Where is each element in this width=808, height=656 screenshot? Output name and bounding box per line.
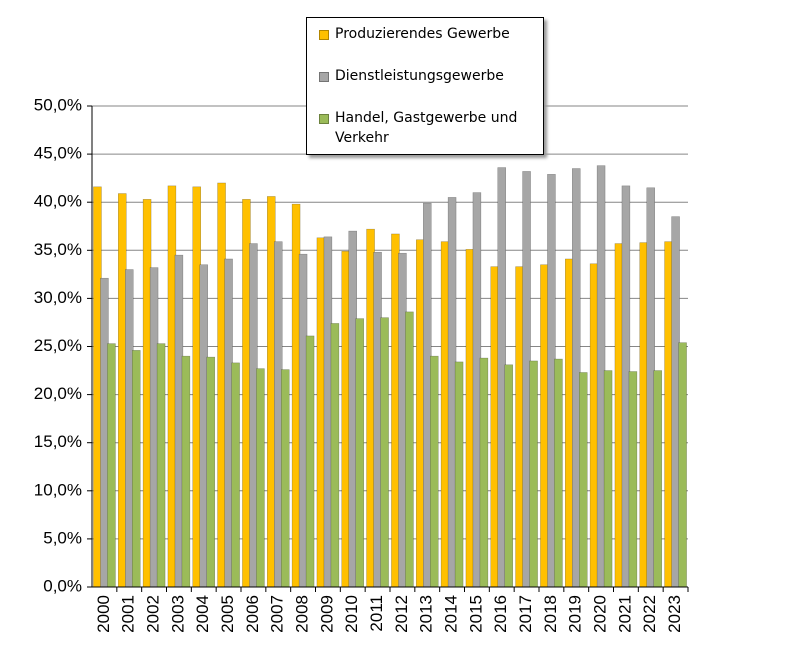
bar	[156, 343, 166, 588]
y-tick-label: 20,0%	[34, 384, 82, 403]
bar	[628, 371, 638, 588]
bar	[107, 343, 116, 588]
legend-swatch	[319, 30, 329, 40]
x-tick-label: 2005	[218, 595, 237, 633]
x-tick-label: 2021	[615, 595, 634, 633]
x-tick-label: 2016	[491, 595, 510, 633]
y-tick-label: 15,0%	[34, 432, 82, 451]
x-tick-label: 2010	[342, 595, 361, 633]
bar	[181, 355, 191, 588]
bar	[405, 311, 414, 588]
legend-label: Dienstleistungsgewerbe	[335, 68, 504, 84]
x-tick-label: 2009	[317, 595, 336, 633]
bar	[554, 358, 563, 588]
bar	[206, 356, 215, 588]
legend: Produzierendes Gewerbe Dienstleistungsgew…	[306, 17, 544, 155]
x-tick-label: 2017	[516, 595, 535, 633]
x-tick-label: 2003	[168, 595, 187, 633]
legend-label: Handel, Gastgewerbe und Verkehr	[335, 110, 518, 146]
x-tick-label: 2007	[268, 595, 287, 633]
bar	[678, 342, 687, 588]
x-tick-label: 2012	[392, 595, 411, 633]
legend-swatch	[319, 114, 329, 124]
bar	[256, 368, 265, 588]
bar	[355, 318, 364, 588]
bar	[330, 323, 340, 588]
x-tick-label: 2019	[566, 595, 585, 633]
y-tick-label: 40,0%	[34, 192, 82, 211]
x-tick-label: 2022	[640, 595, 659, 633]
y-tick-label: 5,0%	[43, 528, 82, 547]
bar	[504, 364, 513, 588]
y-tick-label: 25,0%	[34, 336, 82, 355]
legend-item: Handel, Gastgewerbe und Verkehr	[319, 108, 533, 148]
legend-swatch	[319, 72, 329, 82]
legend-item: Produzierendes Gewerbe	[319, 24, 533, 44]
x-tick-label: 2000	[94, 595, 113, 633]
x-tick-label: 2018	[541, 595, 560, 633]
bar	[305, 335, 315, 588]
bar	[430, 355, 439, 588]
x-tick-label: 2014	[442, 595, 461, 633]
legend-item: Dienstleistungsgewerbe	[319, 66, 533, 86]
bar	[579, 372, 588, 588]
x-tick-label: 2015	[466, 595, 485, 633]
bar	[529, 360, 538, 588]
bar	[653, 370, 662, 588]
bar	[281, 369, 290, 588]
y-tick-label: 45,0%	[34, 144, 82, 163]
y-tick-label: 50,0%	[34, 95, 82, 114]
x-tick-label: 2002	[144, 595, 163, 633]
legend-label: Produzierendes Gewerbe	[335, 26, 510, 42]
y-tick-label: 30,0%	[34, 288, 82, 307]
x-tick-label: 2001	[119, 595, 138, 633]
bar	[454, 361, 464, 588]
bar	[380, 317, 389, 588]
bar	[479, 357, 489, 588]
x-tick-label: 2023	[665, 595, 684, 633]
x-tick-label: 2004	[193, 595, 212, 633]
x-tick-label: 2013	[417, 595, 436, 633]
x-tick-label: 2020	[591, 595, 610, 633]
bar	[603, 370, 613, 588]
bar	[132, 350, 141, 588]
x-tick-label: 2006	[243, 595, 262, 633]
bar	[231, 362, 240, 588]
y-tick-label: 10,0%	[34, 480, 82, 499]
y-tick-label: 0,0%	[43, 576, 82, 595]
x-tick-label: 2011	[367, 595, 386, 632]
y-tick-label: 35,0%	[34, 240, 82, 259]
x-tick-label: 2008	[293, 595, 312, 633]
